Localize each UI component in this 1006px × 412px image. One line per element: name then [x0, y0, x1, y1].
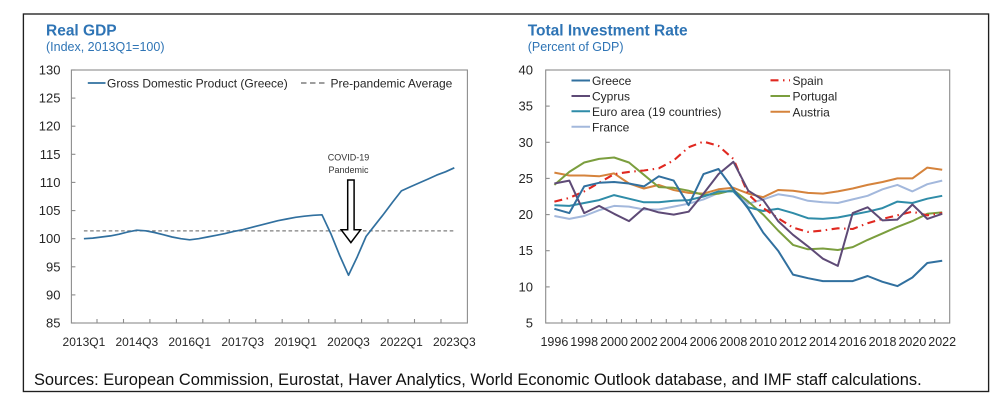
- svg-text:125: 125: [39, 91, 61, 106]
- svg-text:2018: 2018: [869, 335, 897, 349]
- svg-text:115: 115: [40, 147, 61, 162]
- svg-text:2012: 2012: [779, 335, 807, 349]
- svg-text:5: 5: [526, 316, 533, 331]
- svg-text:France: France: [592, 120, 630, 134]
- svg-text:2017Q3: 2017Q3: [221, 335, 264, 349]
- svg-text:100: 100: [39, 231, 61, 246]
- svg-text:2008: 2008: [719, 335, 747, 349]
- svg-text:105: 105: [39, 203, 61, 218]
- svg-text:Euro area (19 countries): Euro area (19 countries): [592, 105, 721, 119]
- svg-text:2010: 2010: [749, 335, 777, 349]
- svg-text:2016: 2016: [839, 335, 867, 349]
- svg-text:Pre-pandemic Average: Pre-pandemic Average: [331, 77, 453, 91]
- svg-text:2013Q1: 2013Q1: [63, 335, 106, 349]
- svg-text:20: 20: [519, 207, 533, 222]
- svg-text:2022: 2022: [928, 335, 956, 349]
- svg-text:2014: 2014: [809, 335, 837, 349]
- svg-text:Cyprus: Cyprus: [592, 90, 630, 104]
- svg-text:15: 15: [519, 243, 533, 258]
- svg-text:2000: 2000: [600, 335, 628, 349]
- svg-text:1996: 1996: [540, 335, 568, 349]
- svg-text:30: 30: [519, 135, 533, 150]
- svg-text:2006: 2006: [690, 335, 718, 349]
- svg-text:2014Q3: 2014Q3: [115, 335, 158, 349]
- svg-text:Austria: Austria: [793, 105, 831, 119]
- svg-text:2020: 2020: [898, 335, 926, 349]
- svg-text:120: 120: [39, 119, 61, 134]
- svg-text:Greece: Greece: [592, 74, 632, 88]
- svg-text:10: 10: [519, 279, 533, 294]
- svg-text:2002: 2002: [630, 335, 658, 349]
- svg-text:Spain: Spain: [793, 74, 824, 88]
- svg-text:Real GDP: Real GDP: [46, 23, 117, 40]
- svg-text:2022Q1: 2022Q1: [380, 335, 423, 349]
- svg-text:(Index, 2013Q1=100): (Index, 2013Q1=100): [46, 40, 165, 54]
- svg-text:1998: 1998: [570, 335, 598, 349]
- svg-text:95: 95: [46, 259, 60, 274]
- svg-text:35: 35: [519, 99, 533, 114]
- svg-text:2023Q3: 2023Q3: [433, 335, 476, 349]
- svg-text:Gross Domestic Product (Greece: Gross Domestic Product (Greece): [107, 77, 288, 91]
- svg-text:90: 90: [46, 287, 60, 302]
- svg-text:85: 85: [46, 316, 60, 331]
- svg-text:(Percent of GDP): (Percent of GDP): [528, 40, 624, 54]
- svg-text:40: 40: [519, 63, 533, 78]
- svg-text:2019Q1: 2019Q1: [274, 335, 317, 349]
- svg-text:Pandemic: Pandemic: [328, 165, 369, 175]
- svg-text:110: 110: [40, 175, 61, 190]
- svg-text:Sources: European Commission,: Sources: European Commission, Eurostat, …: [34, 371, 922, 389]
- svg-text:25: 25: [519, 171, 533, 186]
- svg-text:Portugal: Portugal: [793, 90, 838, 104]
- svg-text:2016Q1: 2016Q1: [168, 335, 211, 349]
- svg-text:COVID-19: COVID-19: [328, 153, 370, 163]
- svg-text:2020Q3: 2020Q3: [327, 335, 370, 349]
- svg-text:130: 130: [39, 63, 61, 78]
- svg-text:2004: 2004: [660, 335, 688, 349]
- svg-text:Total Investment Rate: Total Investment Rate: [528, 23, 688, 40]
